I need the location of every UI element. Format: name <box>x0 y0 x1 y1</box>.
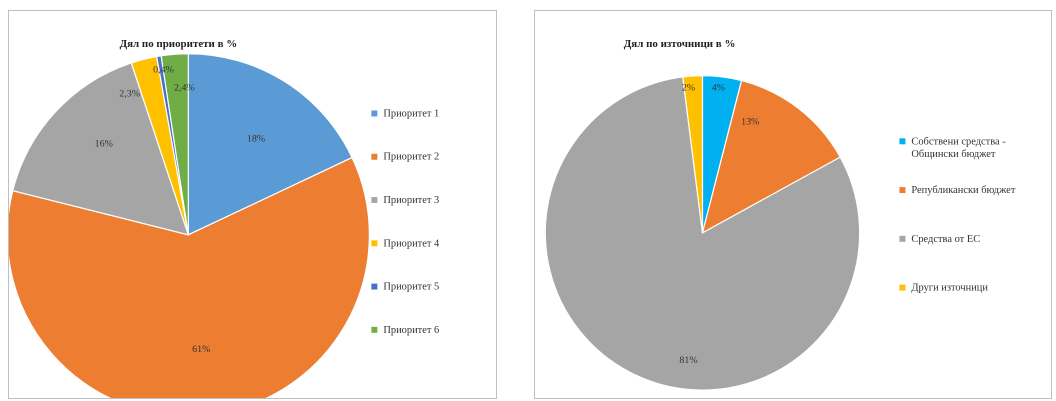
chart-legend: Приоритет 1 Приоритет 2 Приоритет 3 Приорит… <box>371 108 440 336</box>
pie-slice-6 <box>160 53 189 235</box>
legend-label-3: Средства от ЕС <box>911 234 980 245</box>
pie-chart-sources: Дял по източници в % 4% 13% 81% 2% Собствени… <box>544 38 1016 391</box>
chart-legend: Собствени средства - Общински бюджет Репуб… <box>899 136 1016 294</box>
legend-swatch-1 <box>371 110 378 117</box>
slice-label-1: 4% <box>712 83 725 94</box>
legend-swatch-2 <box>371 153 378 160</box>
chart-title-priorities: Дял по приоритети в % <box>120 38 238 50</box>
legend-label-3: Приоритет 3 <box>383 195 439 206</box>
legend-swatch-6 <box>371 326 378 333</box>
legend-swatch-5 <box>371 283 378 290</box>
pie-slices <box>9 53 370 398</box>
legend-label-4: Други източници <box>911 283 988 294</box>
slice-label-4: 2% <box>682 83 695 94</box>
slice-label-4: 2,3% <box>119 89 140 100</box>
chart-panel-sources: Дял по източници в % 4% 13% 81% 2% Собствени… <box>534 10 1052 399</box>
legend-label-2: Републикански бюджет <box>911 185 1015 196</box>
legend-swatch-1 <box>899 138 906 145</box>
chart-panel-priorities: Дял по приоритети в % 18% 61% 16% 2,3% 0,4% 2… <box>8 10 497 399</box>
legend-label-1: Приоритет 1 <box>383 108 439 119</box>
legend-swatch-4 <box>899 284 906 291</box>
legend-label-6: Приоритет 6 <box>383 325 439 336</box>
pie-chart-priorities: Дял по приоритети в % 18% 61% 16% 2,3% 0,4%2… <box>9 38 440 398</box>
pie-slice-3 <box>12 62 190 236</box>
pie-slice-2 <box>9 156 370 398</box>
slice-label-2: 13% <box>741 116 759 127</box>
pie-slices <box>544 75 861 391</box>
slice-label-3: 81% <box>679 355 697 366</box>
slice-label-6: 2,4% <box>174 83 195 94</box>
slice-label-5: 0,4% <box>153 65 174 76</box>
slice-label-1: 18% <box>247 133 265 144</box>
pie-slice-2 <box>701 79 842 235</box>
legend-swatch-3 <box>899 235 906 242</box>
legend-label-1: Собствени средства - <box>911 136 1006 147</box>
legend-swatch-2 <box>899 187 906 194</box>
chart-title-sources: Дял по източници в % <box>624 38 736 50</box>
slice-label-2: 61% <box>192 344 210 355</box>
legend-swatch-3 <box>371 197 378 204</box>
legend-label-2: Приоритет 2 <box>383 152 439 163</box>
legend-label-5: Приоритет 5 <box>383 282 439 293</box>
legend-swatch-4 <box>371 240 378 247</box>
legend-label-4: Приоритет 4 <box>383 238 440 249</box>
pie-slice-3 <box>544 76 861 391</box>
pie-slice-4 <box>682 75 704 233</box>
legend-label-1: Общински бюджет <box>911 149 996 160</box>
pie-slice-1 <box>187 53 353 236</box>
slice-label-3: 16% <box>95 138 113 149</box>
